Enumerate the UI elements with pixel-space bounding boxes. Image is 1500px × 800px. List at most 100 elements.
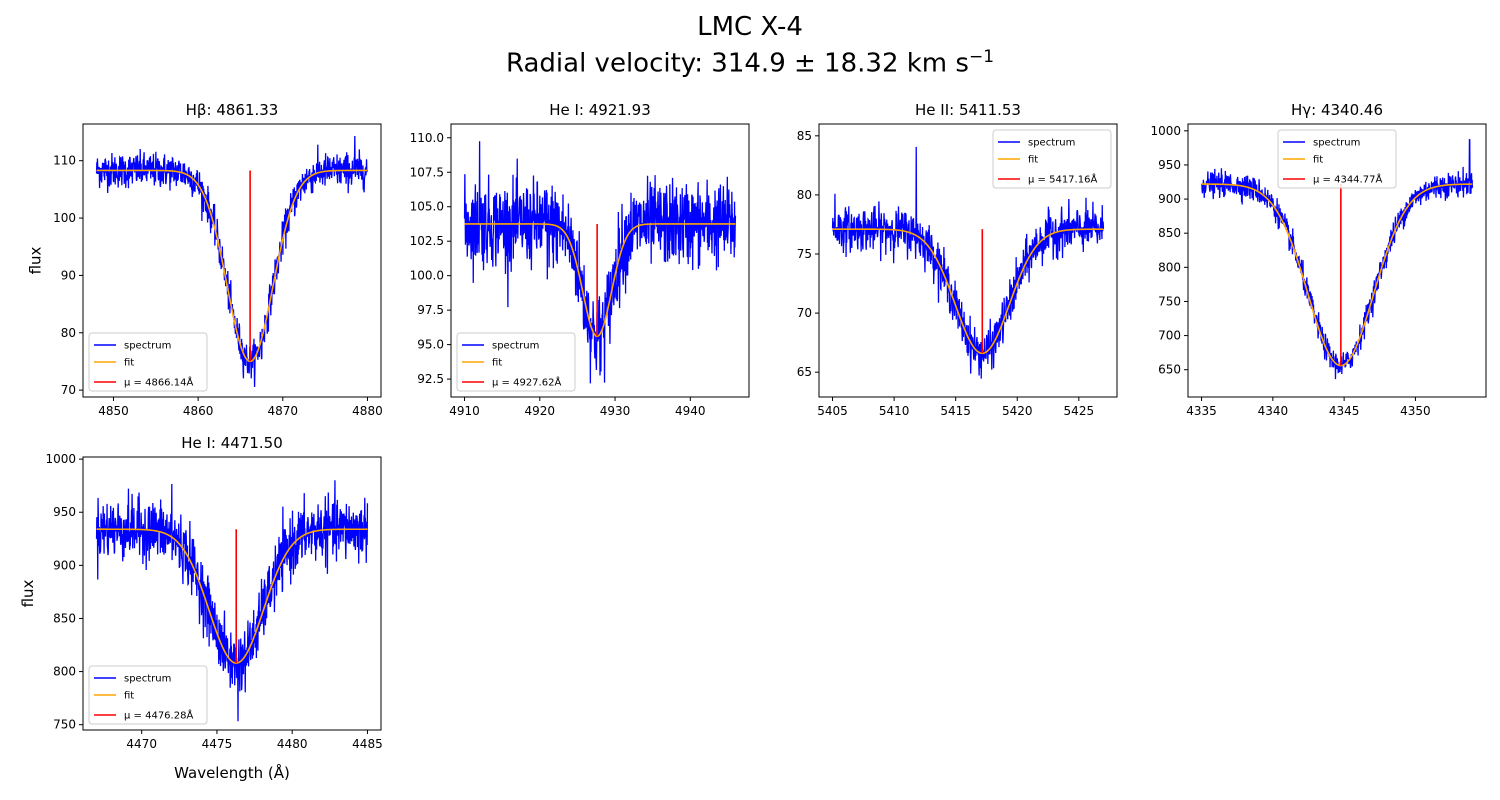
y-axis-label: flux bbox=[19, 579, 37, 607]
x-tick-label: 4920 bbox=[525, 404, 556, 418]
y-tick-label: 950 bbox=[53, 505, 76, 519]
y-tick-label: 80 bbox=[797, 188, 812, 202]
subplot-1: 4850 4860 4870 4880 70 80 90 100 110 Hβ: 4861.33 f… bbox=[27, 101, 383, 418]
y-tick-label: 110.0 bbox=[410, 131, 444, 145]
x-axis-label: Wavelength (Å) bbox=[174, 763, 290, 782]
y-tick-label: 700 bbox=[1158, 329, 1181, 343]
legend: spectrum fit μ = 4866.14Å bbox=[88, 332, 208, 392]
legend-box bbox=[992, 129, 1112, 189]
subplot-title: He I: 4921.93 bbox=[549, 101, 651, 119]
figure-title: LMC X-4 bbox=[697, 12, 803, 42]
y-tick-label: 650 bbox=[1158, 363, 1181, 377]
axes-frame bbox=[1187, 123, 1487, 398]
y-tick-label: 100.0 bbox=[410, 269, 444, 283]
legend: spectrum fit μ = 4476.28Å bbox=[88, 665, 208, 725]
y-tick-label: 97.5 bbox=[417, 303, 444, 317]
y-tick-label: 92.5 bbox=[417, 372, 444, 386]
y-tick-label: 85 bbox=[797, 129, 812, 143]
fit-line bbox=[96, 528, 368, 664]
axes-frame bbox=[450, 123, 750, 398]
legend-box bbox=[456, 332, 576, 392]
fit-line bbox=[464, 223, 736, 338]
y-tick-label: 900 bbox=[53, 558, 76, 572]
subplot-title: Hγ: 4340.46 bbox=[1291, 101, 1383, 119]
x-tick-label: 4480 bbox=[277, 737, 308, 751]
y-tick-label: 1000 bbox=[1150, 124, 1181, 138]
axes-frame bbox=[82, 123, 382, 398]
x-tick-label: 4880 bbox=[352, 404, 383, 418]
x-tick-label: 4475 bbox=[202, 737, 233, 751]
spectrum-line bbox=[831, 146, 1105, 379]
y-axis-label: flux bbox=[27, 246, 45, 274]
y-tick-label: 110 bbox=[53, 154, 76, 168]
x-tick-label: 4485 bbox=[352, 737, 383, 751]
x-tick-label: 5415 bbox=[940, 404, 971, 418]
legend-mu-label: μ = 4344.77Å bbox=[1313, 173, 1382, 186]
x-tick-label: 4350 bbox=[1400, 404, 1431, 418]
x-tick-label: 5405 bbox=[817, 404, 848, 418]
legend-spectrum-label: spectrum bbox=[1028, 138, 1075, 149]
y-tick-label: 70 bbox=[61, 383, 76, 397]
x-tick-label: 5425 bbox=[1064, 404, 1095, 418]
x-tick-label: 4850 bbox=[98, 404, 129, 418]
x-tick-label: 4345 bbox=[1329, 404, 1360, 418]
subplot-4: 4335 4340 4345 4350 650 700 750 800 850 900 950 100… bbox=[1150, 101, 1487, 418]
legend: spectrum fit μ = 5417.16Å bbox=[992, 129, 1112, 189]
legend-box bbox=[88, 332, 208, 392]
subplot-5: 4470 4475 4480 4485 750 800 850 900 950 1000 He I:… bbox=[19, 434, 383, 782]
y-tick-label: 65 bbox=[797, 365, 812, 379]
legend-mu-label: μ = 4476.28Å bbox=[124, 709, 193, 722]
y-tick-label: 102.5 bbox=[410, 234, 444, 248]
y-tick-label: 750 bbox=[53, 718, 76, 732]
y-tick-label: 850 bbox=[1158, 226, 1181, 240]
legend-spectrum-label: spectrum bbox=[492, 341, 539, 352]
legend-box bbox=[88, 665, 208, 725]
x-tick-label: 4860 bbox=[183, 404, 214, 418]
y-tick-label: 1000 bbox=[45, 452, 76, 466]
fit-line bbox=[96, 169, 368, 363]
axes-frame bbox=[82, 456, 382, 731]
x-tick-label: 4335 bbox=[1186, 404, 1217, 418]
y-tick-label: 95.0 bbox=[417, 338, 444, 352]
x-tick-label: 4470 bbox=[126, 737, 157, 751]
legend-fit-label: fit bbox=[124, 358, 134, 369]
y-tick-label: 75 bbox=[797, 247, 812, 261]
legend-box bbox=[1277, 129, 1397, 189]
subplot-title: He II: 5411.53 bbox=[915, 101, 1021, 119]
x-tick-label: 4870 bbox=[268, 404, 299, 418]
y-tick-label: 750 bbox=[1158, 294, 1181, 308]
legend-spectrum-label: spectrum bbox=[124, 341, 171, 352]
legend-fit-label: fit bbox=[124, 691, 134, 702]
figure-subtitle: Radial velocity: 314.9 ± 18.32 km s−1 bbox=[0, 47, 1500, 79]
subtitle-text: Radial velocity: 314.9 ± 18.32 km s bbox=[505, 48, 969, 79]
y-tick-label: 80 bbox=[61, 326, 76, 340]
spectrum-line bbox=[1200, 139, 1474, 380]
y-tick-label: 90 bbox=[61, 268, 76, 282]
x-tick-label: 5420 bbox=[1002, 404, 1033, 418]
legend-mu-label: μ = 4866.14Å bbox=[124, 376, 193, 389]
legend: spectrum fit μ = 4927.62Å bbox=[456, 332, 576, 392]
subplot-2: 4910 4920 4930 4940 92.5 95.0 97.5 100.0 102.5 10… bbox=[410, 101, 750, 418]
y-tick-label: 105.0 bbox=[410, 200, 444, 214]
y-tick-label: 107.5 bbox=[410, 165, 444, 179]
legend: spectrum fit μ = 4344.77Å bbox=[1277, 129, 1397, 189]
legend-mu-label: μ = 5417.16Å bbox=[1028, 173, 1097, 186]
fit-line bbox=[832, 228, 1104, 355]
subplot-title: Hβ: 4861.33 bbox=[186, 101, 279, 119]
spectrum-line bbox=[463, 141, 737, 384]
legend-fit-label: fit bbox=[492, 358, 502, 369]
y-tick-label: 100 bbox=[53, 211, 76, 225]
y-tick-label: 70 bbox=[797, 306, 812, 320]
x-tick-label: 4930 bbox=[600, 404, 631, 418]
x-tick-label: 4910 bbox=[449, 404, 480, 418]
x-tick-label: 5410 bbox=[879, 404, 910, 418]
legend-mu-label: μ = 4927.62Å bbox=[492, 376, 561, 389]
y-tick-label: 800 bbox=[1158, 260, 1181, 274]
y-tick-label: 850 bbox=[53, 611, 76, 625]
legend-fit-label: fit bbox=[1028, 155, 1038, 166]
spectrum-line bbox=[95, 480, 369, 722]
axes-frame bbox=[818, 123, 1118, 398]
subtitle-exponent: −1 bbox=[968, 47, 995, 67]
